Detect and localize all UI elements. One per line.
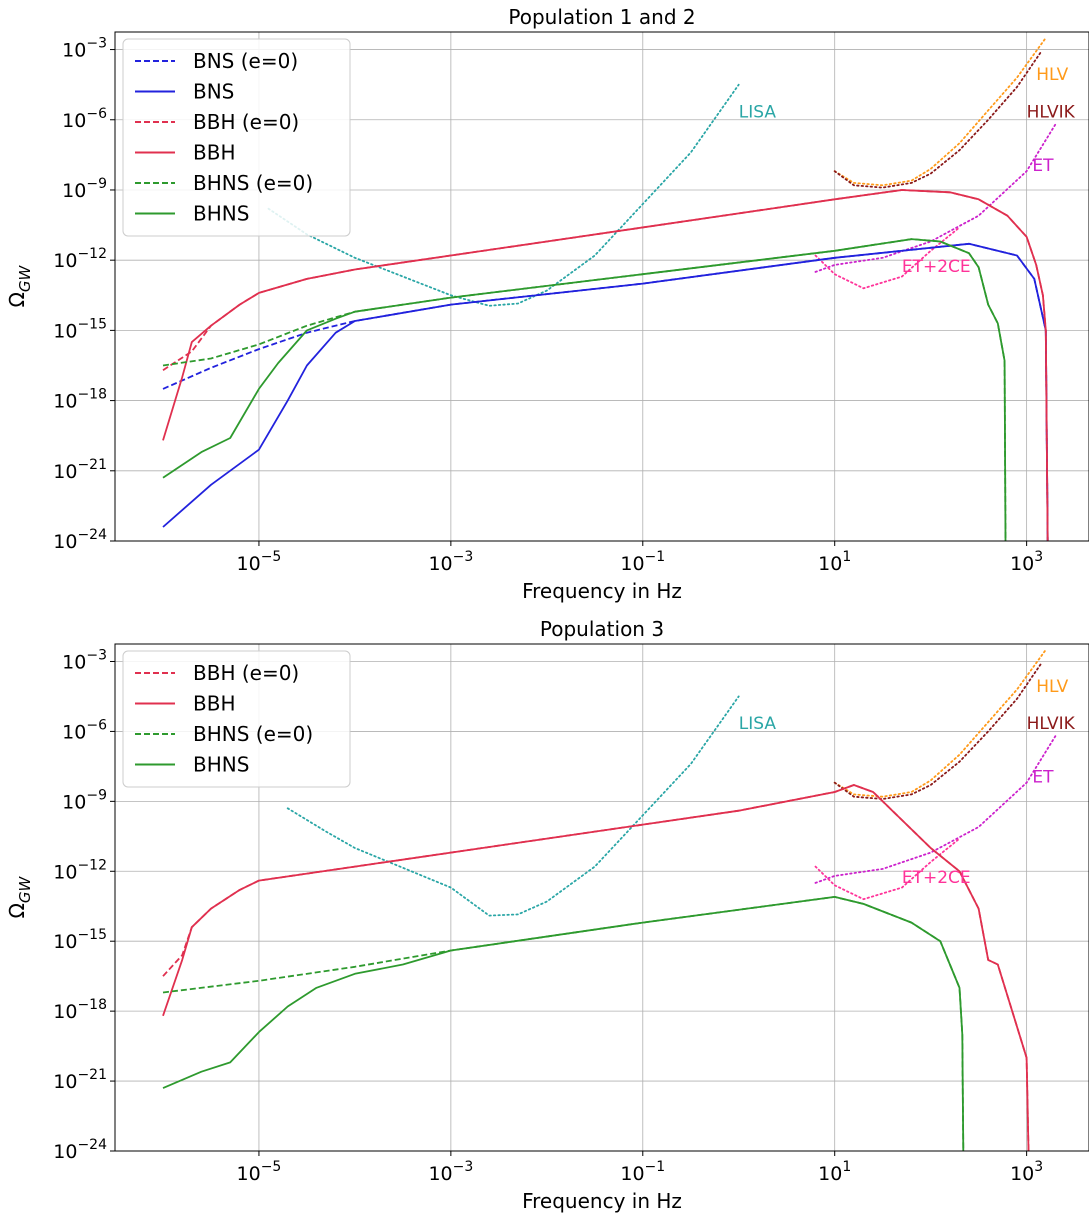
panel-2-legend: BBH (e=0) BBH BHNS (e=0) BHNS — [122, 650, 351, 788]
y-tick-label: 10−9 — [62, 176, 107, 202]
y-axis-label: ΩGW — [5, 264, 34, 307]
y-tick-label: 10−3 — [62, 647, 107, 673]
y-tick-label: 10−6 — [62, 717, 107, 743]
legend-label-bbh: BBH — [193, 141, 235, 165]
x-axis-label: Frequency in Hz — [522, 579, 682, 603]
detector-label-hlvik: HLVIK — [1027, 102, 1076, 122]
legend-label-bhns-e-0: BHNS (e=0) — [193, 722, 313, 746]
panel-1-title: Population 1 and 2 — [508, 5, 695, 29]
legend-label-bbh-e-0: BBH (e=0) — [193, 661, 299, 685]
y-tick-label: 10−24 — [53, 527, 107, 553]
x-tick-label: 10−5 — [237, 549, 282, 575]
series-line-bhns-e-0 — [162, 896, 965, 1151]
x-tick-label: 10−1 — [620, 1159, 665, 1185]
detector-label-hlvik: HLVIK — [1027, 714, 1076, 734]
detector-curve-hlvik — [833, 51, 1042, 189]
x-tick-label: 10−5 — [237, 1159, 282, 1185]
y-axis-label: ΩGW — [5, 875, 34, 918]
panel-2-frame — [114, 643, 1089, 1152]
detector-curve-hlvik — [833, 662, 1042, 800]
x-tick-label: 10−3 — [428, 549, 473, 575]
y-tick-label: 10−15 — [53, 316, 107, 342]
x-tick-label: 101 — [818, 1159, 851, 1185]
detector-label-et: ET — [1032, 768, 1054, 788]
series-line-bbh-e-0 — [162, 189, 1049, 541]
detector-curve-lisa — [286, 695, 740, 917]
x-axis-label: Frequency in Hz — [522, 1189, 682, 1213]
x-tick-label: 103 — [1010, 549, 1043, 575]
panel-1-frame — [114, 31, 1089, 542]
detector-curve-et — [814, 735, 1057, 884]
panel-1-chart: LISA HLV HLVIK ET ET+2CE 10−5 10−3 10−1 101 103 10… — [5, 5, 1089, 603]
detector-curve-et-2ce — [814, 837, 961, 901]
detector-curve-lisa — [267, 83, 740, 307]
y-tick-label: 10−18 — [53, 997, 107, 1023]
y-tick-label: 10−21 — [53, 457, 107, 483]
panel-1-legend: BNS (e=0) BNS BBH (e=0) BBH BHNS (e=0) BHNS — [122, 38, 351, 237]
series-line-bbh — [162, 189, 1049, 541]
series-line-bns — [162, 242, 1049, 541]
y-tick-label: 10−21 — [53, 1067, 107, 1093]
y-tick-label: 10−3 — [62, 36, 107, 62]
y-tick-label: 10−15 — [53, 927, 107, 953]
x-tick-label: 10−1 — [620, 549, 665, 575]
y-tick-label: 10−6 — [62, 106, 107, 132]
detector-label-et-2ce: ET+2CE — [902, 257, 971, 277]
detector-label-hlv: HLV — [1036, 65, 1068, 85]
legend-label-bbh: BBH — [193, 692, 235, 716]
legend-label-bns-e-0: BNS (e=0) — [193, 49, 298, 73]
y-tick-label: 10−24 — [53, 1137, 107, 1163]
legend-box — [122, 38, 351, 237]
detector-curve-et — [814, 123, 1057, 273]
y-tick-label: 10−18 — [53, 387, 107, 413]
y-tick-label: 10−12 — [53, 246, 107, 272]
panel-2-title: Population 3 — [540, 617, 664, 641]
series-line-bhns — [162, 238, 1007, 541]
y-tick-label: 10−9 — [62, 787, 107, 813]
legend-label-bns: BNS — [193, 80, 234, 104]
series-line-bbh-e-0 — [162, 784, 1030, 1151]
legend-label-bhns-e-0: BHNS (e=0) — [193, 171, 313, 195]
series-line-bbh — [162, 784, 1030, 1151]
legend-label-bhns: BHNS — [193, 202, 249, 226]
panel-2-plot-area — [162, 648, 1057, 1151]
panel-1-plot-area — [162, 37, 1057, 541]
series-line-bhns — [162, 896, 965, 1151]
detector-curve-hlv — [833, 37, 1047, 187]
x-tick-label: 10−3 — [428, 1159, 473, 1185]
y-tick-label: 10−12 — [53, 857, 107, 883]
detector-label-lisa: LISA — [739, 714, 777, 734]
legend-label-bhns: BHNS — [193, 753, 249, 777]
detector-label-hlv: HLV — [1036, 677, 1068, 697]
detector-label-et-2ce: ET+2CE — [902, 868, 971, 888]
legend-label-bbh-e-0: BBH (e=0) — [193, 110, 299, 134]
detector-label-et: ET — [1032, 156, 1054, 176]
legend-box — [122, 650, 351, 788]
x-tick-label: 103 — [1010, 1159, 1043, 1185]
panel-2-chart: LISA HLV HLVIK ET ET+2CE 10−5 10−3 10−1 101 103 10… — [5, 617, 1089, 1213]
x-tick-label: 101 — [818, 549, 851, 575]
detector-curve-hlv — [833, 648, 1047, 798]
detector-label-lisa: LISA — [739, 102, 777, 122]
